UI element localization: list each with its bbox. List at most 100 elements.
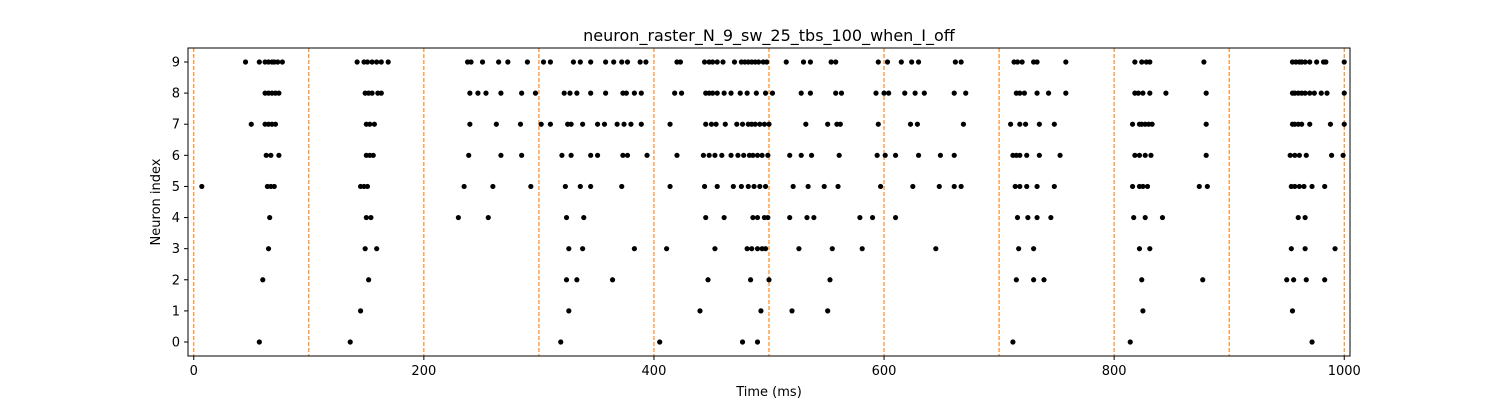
spike-point (811, 214, 817, 221)
spike-point (455, 214, 461, 221)
spike-point (835, 183, 841, 190)
spike-point (766, 121, 772, 127)
spike-point (1048, 214, 1054, 221)
y-tick-label: 3 (172, 242, 180, 257)
spike-point (1307, 121, 1313, 127)
spike-point (700, 152, 707, 158)
spike-point (580, 246, 586, 252)
spike-point (1340, 152, 1346, 158)
spike-point (1302, 90, 1308, 96)
spike-point (739, 121, 746, 127)
spike-point (631, 246, 637, 252)
spike-point (1303, 152, 1309, 158)
spike-point (754, 152, 761, 158)
x-tick-label: 0 (190, 364, 198, 379)
spike-point (952, 59, 958, 65)
spike-point (588, 90, 594, 96)
spike-point (734, 121, 740, 127)
spike-point (921, 90, 927, 96)
spike-point (1051, 121, 1057, 127)
spike-point (657, 339, 663, 345)
spike-point (714, 59, 720, 65)
spike-point (765, 152, 771, 158)
spike-point (914, 121, 921, 127)
spike-point (568, 152, 574, 158)
x-ticks: 0 200 400 600 800 1000 (190, 356, 1361, 379)
spike-point (836, 152, 842, 158)
spike-point (1142, 152, 1148, 158)
spike-point (1140, 90, 1146, 96)
spike-point (790, 183, 796, 190)
spike-point (577, 59, 583, 65)
spike-point (721, 214, 727, 221)
spike-points (199, 59, 1347, 345)
spike-point (761, 121, 767, 127)
spike-point (753, 90, 759, 96)
spike-point (265, 246, 272, 252)
spike-point (588, 59, 594, 65)
spike-point (619, 59, 625, 65)
spike-point (882, 152, 888, 158)
spike-point (256, 59, 262, 65)
spike-point (580, 121, 586, 127)
spike-point (385, 59, 391, 65)
spike-point (628, 121, 634, 127)
spike-point (1017, 121, 1023, 127)
spike-point (1045, 90, 1052, 96)
spike-point (1031, 246, 1037, 252)
spike-point (1299, 121, 1305, 127)
spike-point (538, 121, 544, 127)
spike-point (807, 90, 814, 96)
spike-point (256, 339, 262, 345)
spike-point (601, 121, 608, 127)
spike-point (963, 90, 969, 96)
spike-point (272, 121, 279, 127)
spike-point (1025, 214, 1031, 221)
spike-point (1288, 246, 1294, 252)
y-tick-label: 9 (172, 56, 180, 71)
spike-point (874, 152, 880, 158)
spike-point (1135, 90, 1141, 96)
spike-point (498, 90, 504, 96)
spike-point (624, 152, 631, 158)
spike-point (1014, 214, 1021, 221)
spike-point (1327, 121, 1334, 127)
spike-point (559, 152, 565, 158)
spike-point (1051, 183, 1057, 190)
spike-point (762, 246, 769, 252)
x-axis-label: Time (ms) (735, 385, 802, 400)
spike-point (749, 246, 755, 252)
spike-point (909, 59, 915, 65)
spike-point (722, 121, 728, 127)
spike-point (637, 59, 643, 65)
spike-point (468, 59, 474, 65)
spike-point (1341, 59, 1347, 65)
spike-point (638, 121, 644, 127)
spike-point (1307, 90, 1313, 96)
plot-frame (187, 47, 1351, 357)
spike-point (467, 90, 473, 96)
spike-point (750, 214, 756, 221)
spike-point (368, 214, 374, 221)
spike-point (902, 90, 908, 96)
spike-point (915, 152, 922, 158)
spike-point (1309, 339, 1315, 345)
spike-point (364, 183, 371, 190)
spike-point (570, 59, 577, 65)
spike-point (892, 152, 899, 158)
spike-point (730, 183, 736, 190)
spike-point (825, 308, 831, 314)
spike-point (873, 90, 879, 96)
spike-point (1301, 183, 1307, 190)
y-tick-label: 4 (172, 211, 180, 226)
spike-point (1132, 152, 1138, 158)
spike-point (1136, 246, 1143, 252)
spike-point (756, 59, 762, 65)
spike-point (765, 214, 771, 221)
y-ticks: 0 1 2 3 4 5 6 7 8 9 (172, 56, 188, 351)
spike-point (881, 90, 887, 96)
spike-point (701, 59, 708, 65)
spike-point (1031, 277, 1037, 283)
spike-point (720, 59, 726, 65)
